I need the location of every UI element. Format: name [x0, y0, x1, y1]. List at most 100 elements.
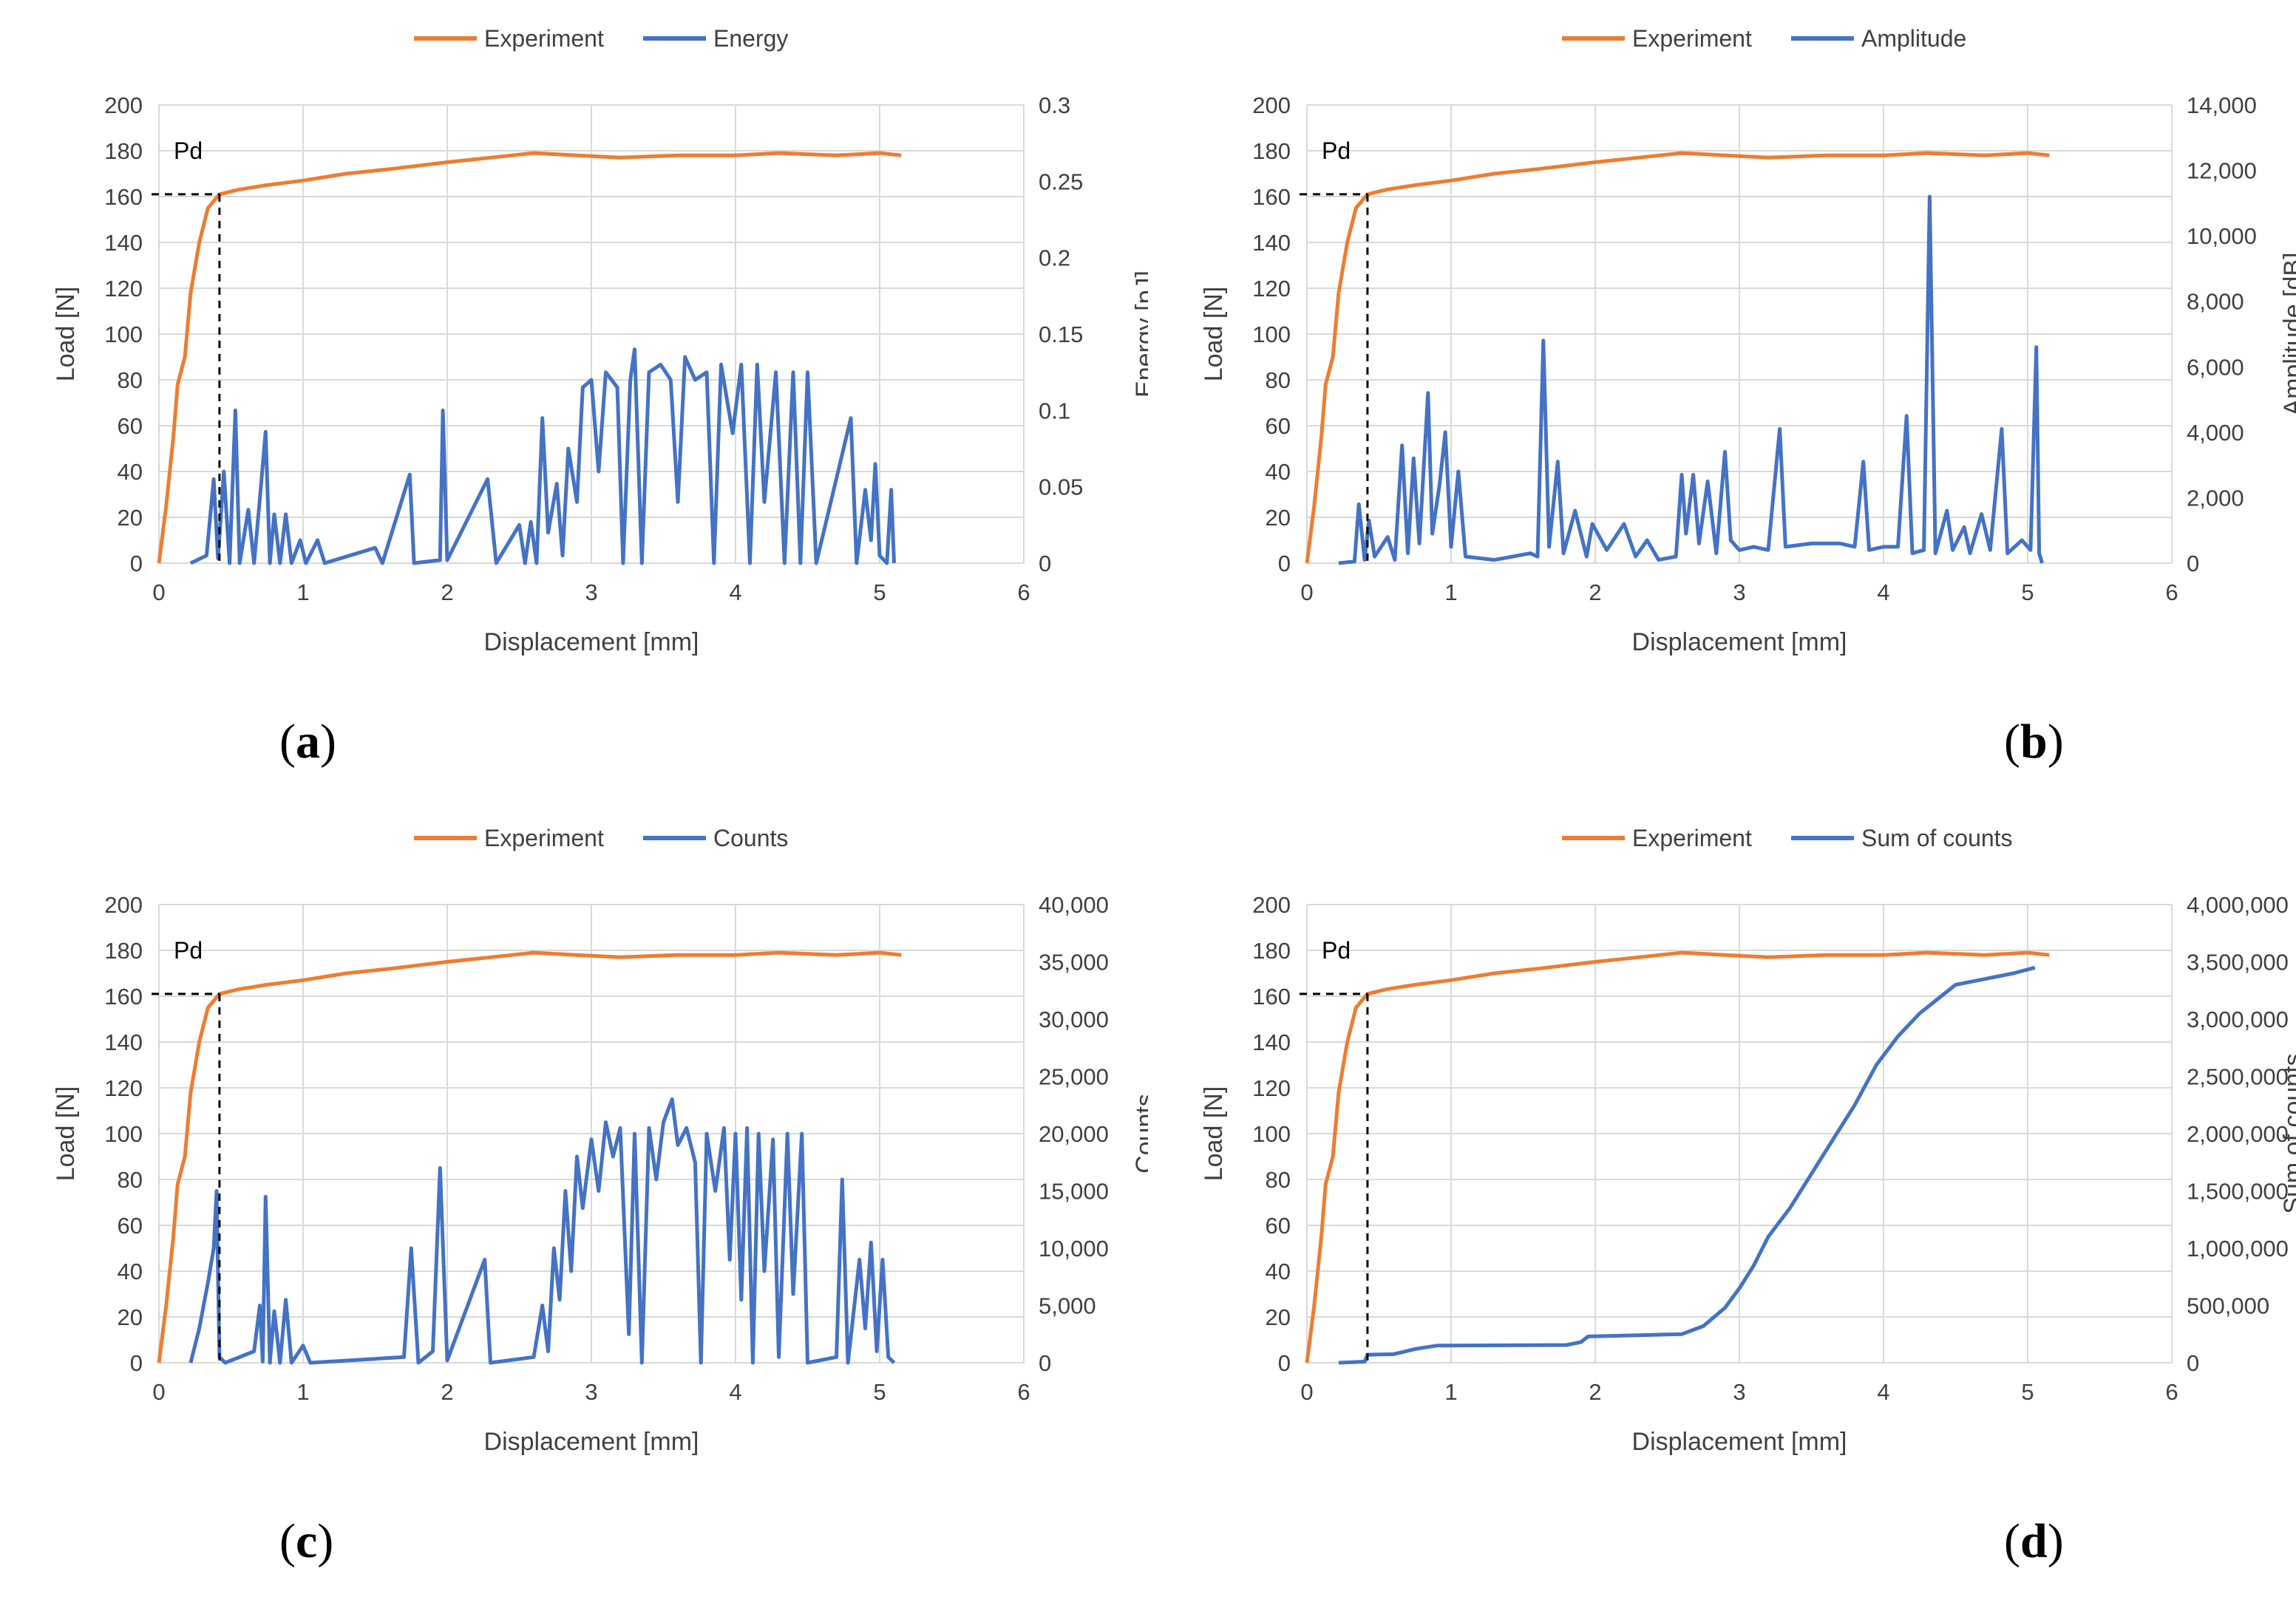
y2-tick-label: 0.3	[1039, 92, 1070, 118]
y2-tick-label: 1,000,000	[2187, 1236, 2289, 1262]
pd-label: Pd	[174, 937, 203, 964]
y-tick-label: 40	[1266, 459, 1291, 485]
y-tick-label: 140	[104, 230, 143, 256]
y-tick-label: 0	[130, 551, 143, 576]
y-tick-label: 0	[1278, 551, 1291, 576]
x-tick-label: 2	[1589, 1379, 1601, 1405]
x-tick-label: 4	[1877, 1379, 1889, 1405]
series-line-sum-of-counts	[1338, 965, 2036, 1365]
pd-label: Pd	[1322, 137, 1351, 164]
x-tick-label: 0	[1300, 579, 1313, 605]
x-axis-title: Displacement [mm]	[1632, 1428, 1847, 1456]
y2-tick-label: 10,000	[1039, 1236, 1109, 1262]
y2-tick-label: 8,000	[2187, 289, 2244, 315]
x-tick-label: 3	[585, 1379, 597, 1405]
y2-tick-label: 4,000,000	[2187, 892, 2289, 918]
y-tick-label: 20	[1266, 1304, 1291, 1330]
caption-letter-b: b	[2020, 715, 2048, 769]
y2-axis-title: Counts	[1131, 1094, 1148, 1174]
chart-panel-b: 0 20 40 60 80 100 120 140 160 180 200 0 2,000 4,000 6,…	[1148, 0, 2296, 800]
y-tick-label: 60	[118, 413, 143, 439]
x-tick-label: 4	[729, 1379, 741, 1405]
y2-tick-label: 0.05	[1039, 474, 1083, 500]
y2-tick-label: 12,000	[2187, 158, 2257, 184]
x-tick-label: 2	[1589, 579, 1601, 605]
y2-tick-label: 0	[2187, 551, 2199, 576]
y2-tick-label: 35,000	[1039, 950, 1109, 976]
x-tick-label: 1	[296, 1379, 309, 1405]
legend-label: Energy	[713, 25, 788, 52]
caption-b: (b)	[2004, 715, 2064, 769]
y-tick-label: 180	[104, 138, 143, 164]
y-tick-label: 140	[104, 1029, 143, 1055]
x-tick-label: 3	[1733, 1379, 1745, 1405]
x-axis-title: Displacement [mm]	[1632, 628, 1847, 656]
y2-tick-label: 10,000	[2187, 223, 2257, 249]
legend-label: Experiment	[1632, 825, 1752, 851]
y2-tick-label: 25,000	[1039, 1064, 1109, 1090]
x-tick-label: 6	[2165, 1379, 2178, 1405]
caption-letter-a: a	[295, 715, 320, 769]
y2-tick-label: 0.15	[1039, 321, 1083, 347]
y2-tick-label: 15,000	[1039, 1179, 1109, 1205]
y-tick-label: 20	[118, 1304, 143, 1330]
y-tick-label: 100	[1252, 321, 1291, 347]
pd-label: Pd	[1322, 937, 1351, 964]
legend-label: Sum of counts	[1861, 825, 2013, 851]
chart-panel-a: 0 20 40 60 80 100 120 140 160 180 200 0 0.05 0.1 0.15 0…	[0, 0, 1148, 800]
caption-c: (c)	[279, 1514, 334, 1568]
caption-a: (a)	[279, 715, 336, 769]
caption-d: (d)	[2004, 1514, 2064, 1568]
y-tick-label: 200	[104, 892, 143, 918]
x-tick-label: 3	[585, 579, 597, 605]
x-tick-label: 0	[152, 1379, 165, 1405]
y-tick-label: 40	[118, 459, 143, 485]
y2-tick-label: 2,000	[2187, 485, 2244, 511]
y-tick-label: 160	[104, 984, 143, 1010]
y-tick-label: 80	[118, 1167, 143, 1193]
series-line-amplitude	[1338, 194, 2044, 565]
legend-label: Amplitude	[1861, 25, 1966, 52]
y2-tick-label: 20,000	[1039, 1121, 1109, 1147]
y2-tick-label: 14,000	[2187, 92, 2257, 118]
caption-letter-c: c	[295, 1514, 318, 1568]
y-tick-label: 160	[104, 184, 143, 210]
y2-tick-label: 40,000	[1039, 892, 1109, 918]
y-tick-label: 80	[118, 367, 143, 393]
y2-tick-label: 6,000	[2187, 354, 2244, 380]
y-tick-label: 60	[118, 1213, 143, 1239]
y-tick-label: 140	[1252, 230, 1291, 256]
chart-d: 0204060801001201401601802000500,0001,000…	[1200, 825, 2296, 1456]
y-tick-label: 180	[1252, 138, 1291, 164]
caption-letter-d: d	[2020, 1514, 2048, 1568]
y-tick-label: 80	[1266, 367, 1291, 393]
y-tick-label: 120	[1252, 1075, 1291, 1101]
y2-tick-label: 0.25	[1039, 168, 1083, 194]
y2-tick-label: 4,000	[2187, 420, 2244, 446]
x-tick-label: 6	[2165, 579, 2178, 605]
y-tick-label: 40	[118, 1259, 143, 1284]
y-tick-label: 20	[1266, 505, 1291, 531]
series-line-counts	[188, 1097, 896, 1365]
y2-tick-label: 3,500,000	[2187, 950, 2289, 976]
chart-b: 02040608010012014016018020002,0004,0006,…	[1200, 25, 2296, 656]
y2-tick-label: 2,500,000	[2187, 1064, 2289, 1090]
x-tick-label: 2	[441, 579, 453, 605]
x-tick-label: 5	[873, 579, 886, 605]
x-tick-label: 1	[296, 579, 309, 605]
y2-tick-label: 5,000	[1039, 1293, 1096, 1319]
y-tick-label: 0	[130, 1350, 143, 1376]
y-tick-label: 60	[1266, 1213, 1291, 1239]
chart-panel-d: 0 20 40 60 80 100 120 140 160 180 200 0 500,000 1,000…	[1148, 800, 2296, 1599]
y-axis-title: Load [N]	[1200, 1086, 1228, 1182]
y2-tick-label: 0	[1039, 1350, 1051, 1376]
y-tick-label: 160	[1252, 984, 1291, 1010]
series-line-experiment	[1305, 950, 2050, 1364]
series-line-experiment	[157, 950, 902, 1364]
y-tick-label: 0	[1278, 1350, 1291, 1376]
y-tick-label: 180	[104, 938, 143, 964]
y-tick-label: 20	[118, 505, 143, 531]
x-tick-label: 3	[1733, 579, 1745, 605]
y2-tick-label: 0	[1039, 551, 1051, 576]
y-tick-label: 100	[1252, 1121, 1291, 1147]
